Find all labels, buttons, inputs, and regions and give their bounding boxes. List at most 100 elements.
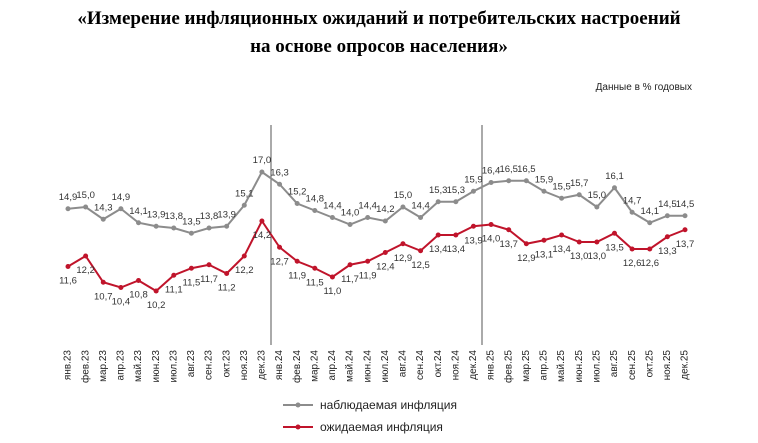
point — [629, 209, 635, 215]
data-label: 14,4 — [323, 201, 342, 212]
point — [347, 262, 353, 268]
point — [136, 220, 142, 226]
data-label: 13,4 — [429, 244, 448, 255]
data-label: 13,4 — [552, 244, 571, 255]
point — [682, 227, 688, 233]
data-label: 14,5 — [676, 199, 695, 210]
x-tick-label: май.23 — [133, 350, 144, 382]
data-label: 14,5 — [658, 199, 677, 210]
point — [382, 218, 388, 224]
data-label: 14,2 — [376, 204, 395, 215]
data-label: 11,7 — [341, 274, 359, 285]
legend-marker — [295, 402, 301, 408]
x-tick-label: июн.25 — [574, 350, 585, 383]
data-label: 10,7 — [94, 291, 113, 302]
data-label: 11,9 — [288, 270, 306, 281]
data-label: 16,1 — [605, 171, 624, 182]
point — [118, 285, 124, 290]
point — [241, 253, 247, 259]
data-label: 10,4 — [112, 297, 131, 308]
data-label: 14,1 — [640, 206, 659, 217]
point — [541, 237, 547, 243]
data-label: 15,0 — [76, 190, 95, 201]
data-label: 13,5 — [605, 242, 624, 253]
point — [435, 199, 441, 205]
point — [312, 265, 318, 271]
point — [83, 204, 89, 210]
data-label: 15,2 — [288, 187, 307, 198]
point — [241, 202, 247, 208]
data-label: 13,3 — [658, 246, 677, 257]
point — [153, 223, 159, 229]
data-label: 14,1 — [129, 206, 148, 217]
data-label: 12,6 — [640, 258, 659, 269]
data-label: 14,2 — [253, 230, 272, 241]
point — [277, 244, 283, 250]
x-tick-label: фев.25 — [502, 350, 514, 383]
x-tick-label: авг.25 — [609, 350, 620, 378]
point — [206, 225, 212, 231]
point — [594, 239, 600, 245]
x-tick-label: сен.23 — [204, 350, 215, 380]
point — [488, 180, 494, 185]
x-tick-label: май.24 — [345, 350, 356, 382]
data-label: 13,0 — [570, 251, 589, 262]
x-tick-label: апр.23 — [116, 350, 127, 381]
point — [347, 222, 353, 227]
point — [418, 248, 424, 254]
point — [224, 223, 230, 229]
data-label: 15,3 — [447, 185, 466, 196]
x-tick-label: янв.25 — [486, 350, 497, 381]
data-label: 15,3 — [429, 185, 448, 196]
data-label: 11,5 — [183, 277, 201, 288]
point — [188, 265, 194, 271]
x-tick-label: июн.23 — [151, 350, 162, 383]
x-tick-label: окт.24 — [433, 350, 444, 378]
point — [365, 215, 371, 220]
data-label: 14,0 — [341, 208, 360, 219]
point — [594, 204, 600, 210]
point — [664, 213, 670, 219]
point — [453, 232, 459, 238]
data-label: 14,9 — [59, 192, 78, 203]
x-tick-label: авг.23 — [186, 350, 197, 378]
x-tick-label: янв.24 — [274, 350, 285, 381]
point — [312, 208, 318, 213]
point — [488, 222, 494, 227]
data-label: 12,9 — [517, 253, 536, 264]
point — [118, 206, 124, 212]
x-tick-label: май.25 — [556, 350, 567, 382]
point — [611, 230, 617, 236]
chart-title: на основе опросов населения» — [250, 36, 508, 57]
data-label: 13,5 — [182, 216, 201, 227]
data-label: 15,7 — [570, 178, 589, 189]
point — [206, 262, 212, 268]
data-label: 12,6 — [623, 258, 642, 269]
point — [541, 188, 547, 194]
x-tick-label: ноя.24 — [450, 350, 461, 381]
data-label: 15,9 — [535, 174, 554, 185]
data-label: 13,9 — [464, 235, 483, 246]
data-label: 11,9 — [359, 270, 377, 281]
data-label: 14,0 — [482, 234, 501, 245]
point — [418, 215, 424, 220]
point — [294, 201, 300, 206]
point — [559, 232, 565, 238]
x-tick-label: мар.23 — [98, 350, 109, 382]
data-label: 12,2 — [76, 265, 95, 276]
point — [611, 185, 617, 191]
data-label: 14,4 — [411, 201, 430, 212]
point — [435, 232, 441, 238]
chart-title: «Измерение инфляционных ожиданий и потре… — [77, 8, 680, 29]
line — [67, 170, 685, 235]
x-tick-label: мар.24 — [309, 350, 320, 382]
point — [382, 250, 388, 255]
data-label: 14,4 — [358, 201, 377, 212]
legend-label: ожидаемая инфляция — [320, 420, 443, 434]
point — [629, 246, 635, 252]
data-label: 13,1 — [535, 249, 554, 260]
line — [67, 219, 686, 293]
data-label: 12,2 — [235, 265, 254, 276]
x-tick-label: дек.23 — [257, 350, 268, 380]
data-label: 10,8 — [129, 290, 148, 301]
